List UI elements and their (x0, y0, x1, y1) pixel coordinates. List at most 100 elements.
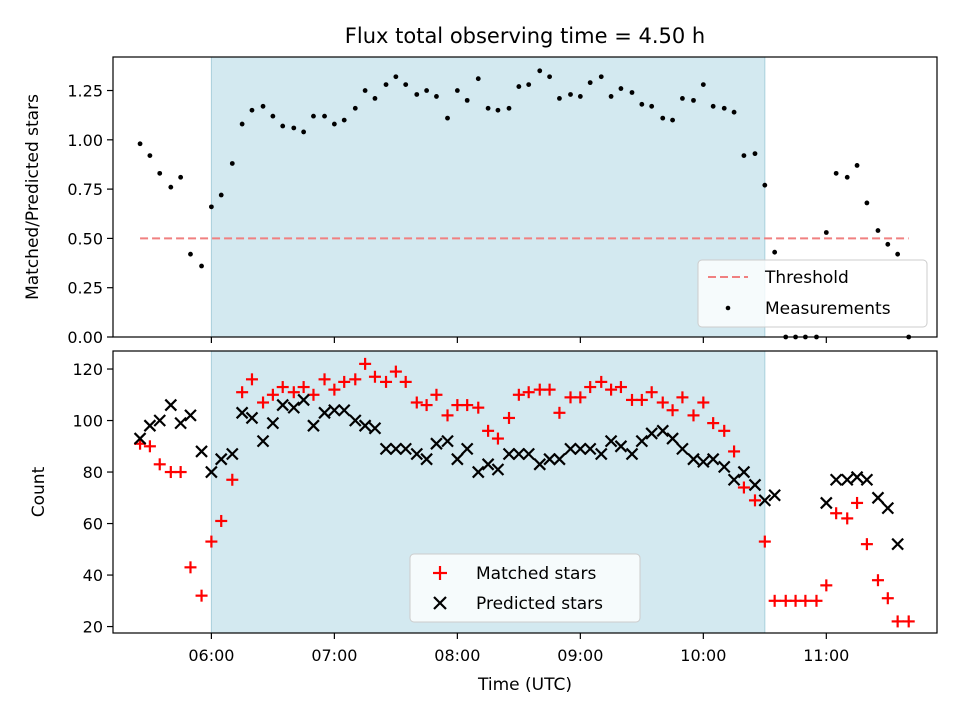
matched-star-marker (318, 373, 331, 386)
predicted-star-marker (881, 501, 895, 515)
measurement-point (885, 241, 891, 247)
predicted-star-marker (214, 452, 228, 466)
matched-star-marker (614, 381, 627, 394)
x-tick-label: 11:00 (803, 646, 849, 665)
x-tick-label: 07:00 (311, 646, 357, 665)
matched-star-marker (461, 399, 474, 412)
measurement-point (291, 125, 297, 131)
predicted-star-marker (706, 452, 720, 466)
matched-star-marker (584, 381, 597, 394)
matched-star-marker (718, 424, 731, 437)
predicted-legend-swatch (433, 596, 447, 610)
measurement-point (752, 151, 758, 157)
measurement-point (506, 105, 512, 111)
matched-star-marker (236, 386, 249, 399)
measurement-point (434, 94, 439, 99)
ratio-legend: Threshold Measurements (697, 259, 928, 328)
matched-star-marker (245, 373, 258, 386)
predicted-star-marker (727, 473, 741, 487)
matched-star-marker (472, 401, 485, 414)
predicted-star-marker (337, 403, 351, 417)
matched-star-marker (737, 481, 750, 494)
count-y-axis-label: Count (29, 466, 49, 517)
measurement-point (875, 228, 881, 233)
predicted-star-marker (574, 442, 587, 456)
predicted-star-marker (205, 465, 218, 479)
predicted-star-marker (502, 447, 516, 461)
matched-star-marker (287, 386, 300, 399)
count-y-tick-label: 40 (83, 566, 103, 585)
matched-star-marker (389, 365, 402, 378)
measurement-point (270, 113, 276, 119)
measurement-point (762, 182, 768, 188)
predicted-legend-label: Predicted stars (476, 594, 603, 614)
measurement-point (239, 121, 245, 127)
predicted-star-marker (564, 442, 577, 456)
x-tick-label: 09:00 (557, 646, 603, 665)
matched-star-marker (645, 386, 658, 399)
measurement-point (168, 184, 174, 190)
count-y-tick-label: 20 (83, 618, 103, 637)
measurement-point (741, 153, 747, 158)
predicted-star-marker (553, 452, 566, 466)
measurement-point (721, 105, 727, 111)
measurement-point (445, 115, 450, 121)
observing-window-top (210, 56, 766, 338)
predicted-star-marker (276, 398, 289, 412)
predicted-star-marker (399, 442, 412, 456)
matched-star-marker (851, 496, 864, 509)
predicted-star-marker (195, 445, 208, 458)
x-tick-label: 08:00 (434, 646, 480, 665)
matched-star-marker (349, 373, 362, 386)
measurement-point (516, 84, 522, 89)
matched-star-marker (697, 396, 710, 409)
matched-star-marker (522, 386, 535, 399)
predicted-star-marker (368, 421, 382, 435)
matched-star-marker (768, 594, 781, 607)
predicted-star-marker (245, 411, 259, 425)
matched-star-marker (380, 375, 393, 388)
count-y-tick-label: 80 (83, 463, 103, 482)
measurement-point (691, 97, 696, 103)
ratio-panel: 0.00 0.25 0.50 0.75 1.00 1.25 Matched/Predict… (23, 56, 938, 347)
predicted-star-marker (687, 452, 700, 466)
measurement-point (537, 68, 543, 74)
measurement-point (485, 105, 491, 111)
measurement-point (864, 200, 870, 206)
measurement-point (157, 170, 163, 176)
ratio-y-tick-label: 0.50 (67, 229, 103, 248)
measurement-point (495, 107, 501, 113)
matched-legend-label: Matched stars (476, 564, 596, 584)
matched-star-marker (758, 535, 771, 548)
matched-star-marker (799, 594, 812, 607)
measurement-point (629, 90, 635, 95)
matched-star-marker (635, 393, 648, 406)
measurement-point (218, 192, 224, 198)
matched-star-marker (297, 381, 310, 394)
predicted-star-marker (379, 442, 393, 456)
matched-star-marker (482, 424, 495, 437)
measurement-point (639, 101, 645, 107)
matched-star-marker (399, 375, 412, 388)
predicted-star-marker (860, 473, 874, 487)
measurement-point (393, 74, 399, 80)
measurement-point (280, 123, 286, 129)
predicted-star-marker (840, 473, 854, 487)
matched-star-marker (174, 466, 187, 479)
predicted-star-marker (256, 434, 270, 448)
matched-star-marker (902, 615, 915, 628)
measurement-point (823, 230, 829, 235)
matched-star-marker (595, 375, 608, 388)
matched-star-marker (687, 409, 700, 422)
predicted-star-marker (451, 452, 464, 466)
count-y-tick-label: 100 (72, 412, 103, 431)
matched-legend-swatch (433, 566, 447, 580)
predicted-star-marker (174, 416, 187, 430)
measurement-point (475, 76, 481, 82)
x-axis-label: Time (UTC) (477, 675, 572, 695)
measurement-point (178, 174, 184, 180)
measurement-point (208, 204, 214, 210)
ratio-y-tick-label: 0.25 (67, 279, 103, 298)
predicted-star-marker (153, 414, 167, 427)
matched-star-marker (891, 615, 904, 628)
